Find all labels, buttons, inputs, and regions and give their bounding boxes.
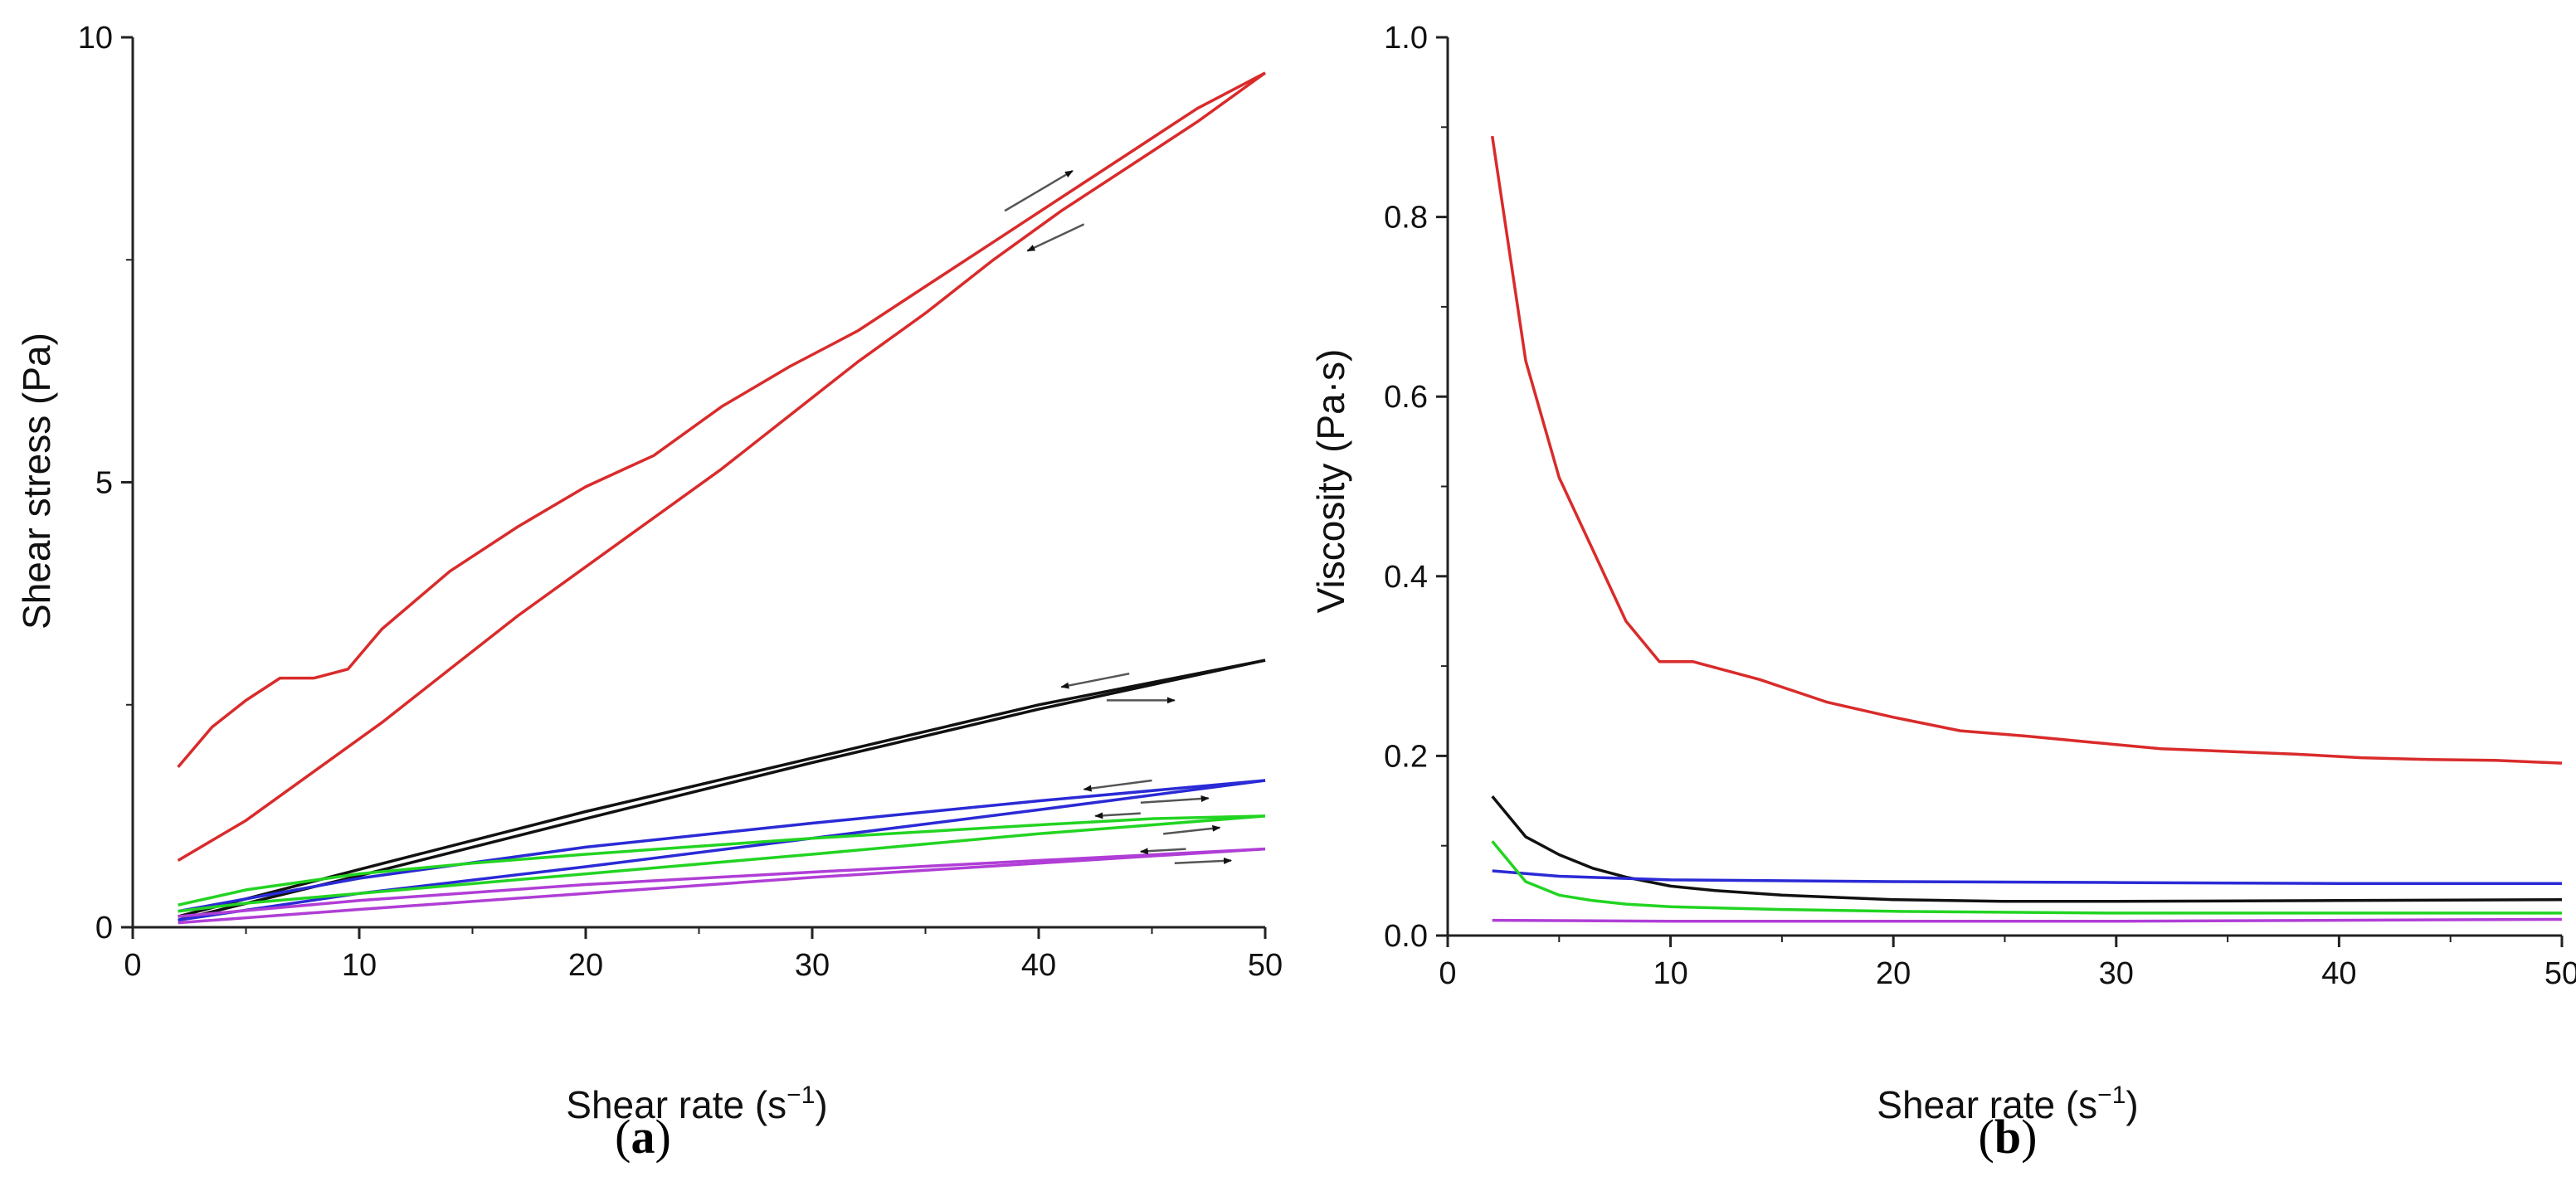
x-tick-label: 20	[568, 948, 603, 983]
plot-lines	[177, 71, 1267, 925]
direction-arrow	[1026, 223, 1085, 252]
y-axis-title: Viscosity (Pa·s)	[1309, 349, 1352, 614]
y-tick-label: 0.4	[1384, 560, 1428, 595]
x-tick-label: 20	[1876, 956, 1911, 991]
direction-arrow	[1083, 779, 1152, 792]
series-line-blue	[1492, 869, 2562, 885]
chart-panel-b: 0 10 20 30 40 50 0.0 0.2 0.4 0.6 0.8 1.0 Shear rate…	[1309, 21, 2576, 1164]
x-tick-label: 10	[342, 948, 377, 983]
x-tick-label: 30	[795, 948, 830, 983]
x-axis-title: Shear rate (s−1)	[1877, 1082, 2138, 1126]
series-line-red-down	[177, 71, 1267, 863]
x-tick-label: 30	[2099, 956, 2134, 991]
series-line-green-up	[178, 814, 1266, 907]
series-line-red-up	[177, 71, 1266, 769]
series-line-purple-down	[178, 847, 1266, 925]
series-line-black	[1491, 795, 2563, 903]
ticks: 0 10 20 30 40 50 0.0 0.2 0.4 0.6 0.8 1.0	[1384, 21, 2576, 991]
direction-arrow	[1094, 812, 1141, 819]
annotations	[1004, 169, 1233, 864]
direction-arrow	[1140, 795, 1210, 805]
x-tick-label: 10	[1653, 956, 1687, 991]
series-line-purple-up	[178, 847, 1266, 918]
y-axis-title: Shear stress (Pa)	[15, 333, 58, 630]
direction-arrow	[1004, 169, 1074, 212]
x-tick-label: 40	[2321, 956, 2356, 991]
y-tick-label: 0.8	[1384, 201, 1428, 236]
x-tick-label: 0	[124, 948, 141, 983]
y-tick-label: 0.6	[1384, 380, 1428, 415]
plot-lines	[1490, 135, 2563, 923]
y-tick-label: 5	[95, 466, 113, 501]
series-line-red	[1490, 135, 2563, 765]
y-tick-label: 0	[95, 911, 113, 946]
direction-arrow	[1174, 857, 1233, 864]
x-axis-title: Shear rate (s−1)	[566, 1082, 827, 1126]
panel-label-b: (b)	[1979, 1110, 2038, 1164]
chart-panel-a: 0 10 20 30 40 50 0 5 10 Shear rate (s−1) Shear s…	[15, 21, 1283, 1164]
series-line-green	[1491, 840, 2562, 915]
axes	[131, 37, 1265, 929]
direction-arrow	[1060, 672, 1130, 689]
y-tick-label: 0.0	[1384, 919, 1428, 954]
x-tick-label: 50	[2544, 956, 2576, 991]
series-line-blue-down	[178, 779, 1266, 922]
ticks: 0 10 20 30 40 50 0 5 10	[78, 21, 1283, 983]
x-tick-label: 50	[1248, 948, 1283, 983]
direction-arrow	[1163, 824, 1221, 835]
series-line-blue-up	[178, 779, 1266, 913]
y-tick-label: 1.0	[1384, 21, 1428, 56]
axes	[1446, 37, 2562, 937]
y-tick-label: 0.2	[1384, 739, 1428, 774]
direction-arrow	[1139, 848, 1186, 855]
y-tick-label: 10	[78, 21, 113, 56]
x-tick-label: 0	[1439, 956, 1456, 991]
panel-label-a: (a)	[615, 1110, 671, 1164]
series-line-green-down	[178, 814, 1266, 913]
x-tick-label: 40	[1021, 948, 1056, 983]
series-line-purple	[1492, 917, 2563, 923]
